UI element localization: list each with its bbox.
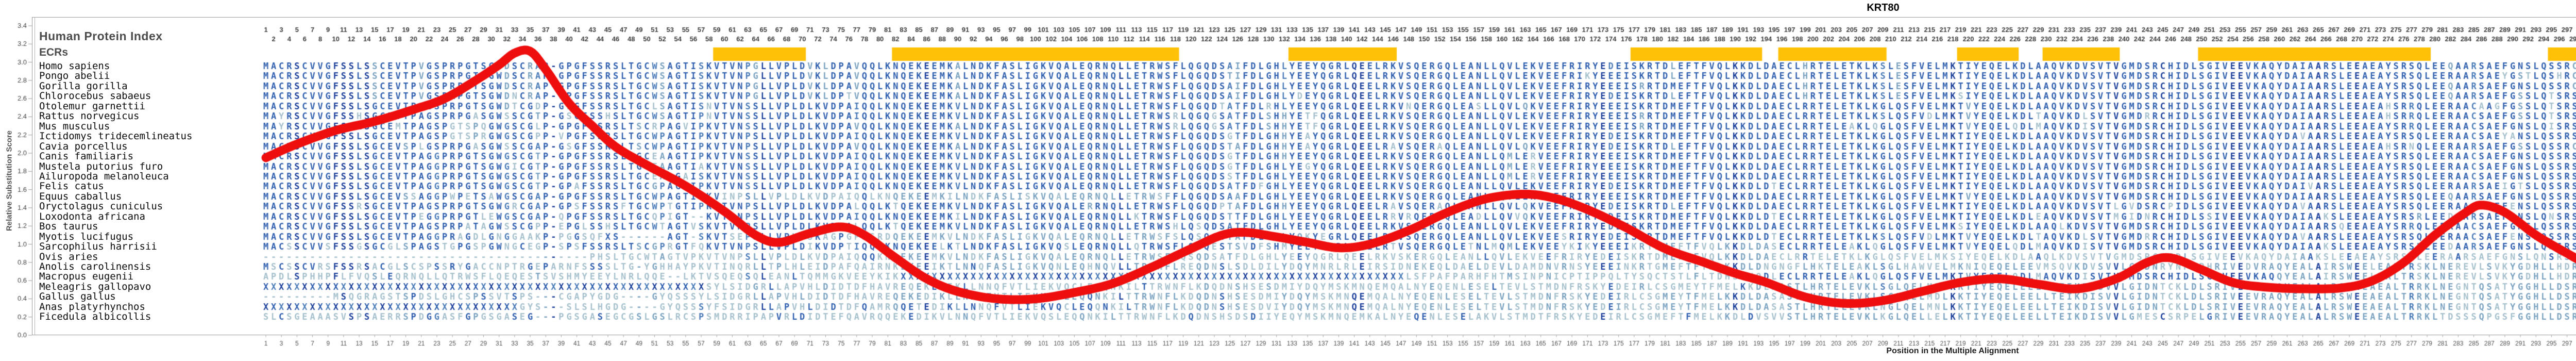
species-label: Anas platyrhynchos	[39, 301, 145, 313]
species-label: Mus musculus	[39, 120, 110, 132]
legend-ecrs: ECRs	[39, 46, 69, 58]
species-label: Oryctolagus cuniculus	[39, 201, 163, 212]
species-label: Anolis carolinensis	[39, 261, 151, 272]
legend-human-protein-index: Human Protein Index	[39, 29, 163, 43]
species-label: Chlorocebus sabaeus	[39, 90, 151, 102]
species-label: Rattus norvegicus	[39, 110, 140, 122]
species-label: Loxodonta africana	[39, 210, 145, 222]
species-label: Myotis lucifugus	[39, 231, 134, 242]
plot-border	[32, 17, 2576, 335]
species-label: Ficedula albicollis	[39, 311, 151, 323]
page-title: KRT80	[1867, 2, 1900, 13]
species-label: Felis catus	[39, 180, 104, 192]
species-label: Canis familiaris	[39, 151, 134, 162]
species-label: Gallus gallus	[39, 291, 116, 303]
species-label: Sarcophilus harrisii	[39, 241, 157, 253]
x-axis-label: Position in the Multiple Alignment	[1886, 347, 2019, 355]
species-label: Pongo abelii	[39, 70, 110, 82]
species-label: Otolemur garnettii	[39, 100, 145, 112]
species-label: Mustela putorius furo	[39, 160, 163, 172]
species-label: Ailuropoda melanoleuca	[39, 170, 169, 182]
species-label: Ictidomys tridecemlineatus	[39, 130, 193, 142]
species-label: Bos taurus	[39, 221, 98, 233]
y-axis-label: Relative Substitution Score	[5, 130, 14, 232]
species-label: Ovis aries	[39, 251, 98, 262]
species-label: Cavia porcellus	[39, 140, 128, 152]
species-label: Equus caballus	[39, 190, 122, 202]
species-label: Meleagris gallopavo	[39, 281, 151, 292]
species-label: Homo sapiens	[39, 60, 110, 72]
species-label: Macropus eugenii	[39, 271, 134, 283]
species-label: Gorilla gorilla	[39, 80, 128, 92]
